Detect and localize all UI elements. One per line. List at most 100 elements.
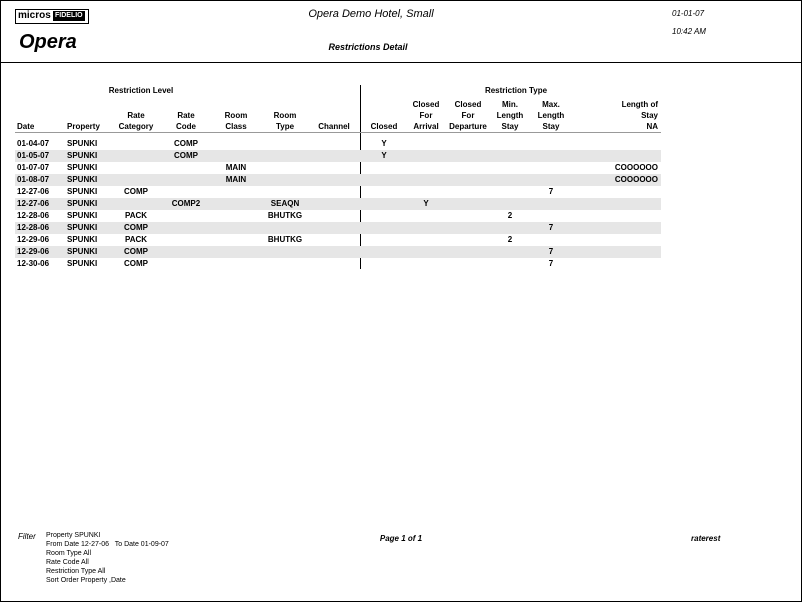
column-header: Channel <box>318 122 350 131</box>
table-cell: Y <box>381 139 387 148</box>
column-header: Property <box>67 122 100 131</box>
table-cell: COOOOOO <box>614 163 658 172</box>
logo-fidelio: FIDELIO <box>53 11 85 21</box>
table-cell: COMP <box>124 259 148 268</box>
column-header: Room <box>273 111 297 120</box>
column-header: Closed <box>412 100 440 109</box>
table-cell: SPUNKI <box>67 187 98 196</box>
table-cell: Y <box>423 199 429 208</box>
column-header: For <box>461 111 475 120</box>
table-cell: SPUNKI <box>67 139 98 148</box>
column-header: Stay <box>641 111 658 120</box>
report-name: raterest <box>691 534 721 543</box>
table-cell: 01-08-07 <box>17 175 50 184</box>
column-header: Closed <box>370 122 398 131</box>
table-cell: 01-07-07 <box>17 163 50 172</box>
table-cell: 7 <box>548 259 554 268</box>
column-header: Code <box>176 122 196 131</box>
row-stripe <box>15 150 661 162</box>
report-title: Restrictions Detail <box>328 42 408 52</box>
table-cell: 12-27-06 <box>17 187 50 196</box>
table-cell: SPUNKI <box>67 175 98 184</box>
table-cell: COMP <box>174 139 198 148</box>
filter-label: Filter <box>18 532 36 541</box>
filter-line: Rate Code All <box>46 559 89 566</box>
table-cell: COMP <box>174 151 198 160</box>
table-cell: COOOOOO <box>614 175 658 184</box>
table-cell: SEAQN <box>270 199 300 208</box>
column-header: Rate <box>127 111 145 120</box>
column-header: Type <box>275 122 295 131</box>
table-cell: MAIN <box>225 163 247 172</box>
group-header: Restriction Level <box>108 86 174 95</box>
filter-line: Sort Order Property ,Date <box>46 577 126 584</box>
table-cell: SPUNKI <box>67 235 98 244</box>
table-cell: 7 <box>548 247 554 256</box>
table-cell: 12-28-06 <box>17 211 50 220</box>
logo-box <box>15 9 89 24</box>
row-stripe <box>15 198 661 210</box>
filter-line: Restriction Type All <box>46 568 106 575</box>
table-cell: MAIN <box>225 175 247 184</box>
column-header: Length <box>537 111 565 120</box>
row-stripe <box>15 222 661 234</box>
table-cell: SPUNKI <box>67 259 98 268</box>
table-cell: PACK <box>124 211 148 220</box>
report-time: 10:42 AM <box>672 27 706 36</box>
column-header: For <box>419 111 433 120</box>
column-header: Length of <box>621 100 658 109</box>
table-cell: SPUNKI <box>67 211 98 220</box>
table-cell: SPUNKI <box>67 163 98 172</box>
header-rule <box>1 62 801 63</box>
column-header: Stay <box>501 122 519 131</box>
table-cell: SPUNKI <box>67 151 98 160</box>
table-cell: 01-04-07 <box>17 139 50 148</box>
table-cell: PACK <box>124 235 148 244</box>
column-header: Min. <box>502 100 518 109</box>
column-header: Date <box>17 122 35 131</box>
report-date: 01-01-07 <box>672 9 705 18</box>
filter-line: Room Type All <box>46 550 92 557</box>
column-header: Length <box>496 111 524 120</box>
column-header: Category <box>118 122 154 131</box>
table-cell: 12-28-06 <box>17 223 50 232</box>
page-number: Page 1 of 1 <box>379 534 423 543</box>
table-cell: COMP <box>124 223 148 232</box>
column-header: Stay <box>542 122 560 131</box>
table-cell: Y <box>381 151 387 160</box>
table-cell: COMP2 <box>171 199 201 208</box>
table-rule <box>15 132 661 133</box>
group-header: Restriction Type <box>484 86 548 95</box>
row-stripe <box>15 246 661 258</box>
filter-line: Property SPUNKI <box>46 532 101 539</box>
column-header: NA <box>646 122 658 131</box>
table-cell: 7 <box>548 187 554 196</box>
table-cell: 2 <box>507 211 513 220</box>
table-cell: BHUTKG <box>267 211 303 220</box>
table-cell: BHUTKG <box>267 235 303 244</box>
table-cell: 7 <box>548 223 554 232</box>
row-stripe <box>15 174 661 186</box>
column-header: Rate <box>177 111 195 120</box>
table-cell: 2 <box>507 235 513 244</box>
table-cell: 12-27-06 <box>17 199 50 208</box>
table-cell: SPUNKI <box>67 247 98 256</box>
table-cell: SPUNKI <box>67 199 98 208</box>
table-cell: 12-29-06 <box>17 247 50 256</box>
column-header: Departure <box>449 122 487 131</box>
column-header: Max. <box>542 100 560 109</box>
table-cell: 12-30-06 <box>17 259 50 268</box>
logo-opera: Opera <box>19 31 77 53</box>
filter-line: From Date 12-27-06 To Date 01-09-07 <box>46 541 169 548</box>
hotel-name: Opera Demo Hotel, Small <box>308 8 434 20</box>
column-header: Class <box>225 122 247 131</box>
table-cell: SPUNKI <box>67 223 98 232</box>
logo-micros: micros <box>18 10 51 21</box>
table-cell: COMP <box>124 247 148 256</box>
column-header: Arrival <box>413 122 439 131</box>
column-header: Closed <box>454 100 482 109</box>
table-cell: COMP <box>124 187 148 196</box>
table-cell: 01-05-07 <box>17 151 50 160</box>
table-cell: 12-29-06 <box>17 235 50 244</box>
